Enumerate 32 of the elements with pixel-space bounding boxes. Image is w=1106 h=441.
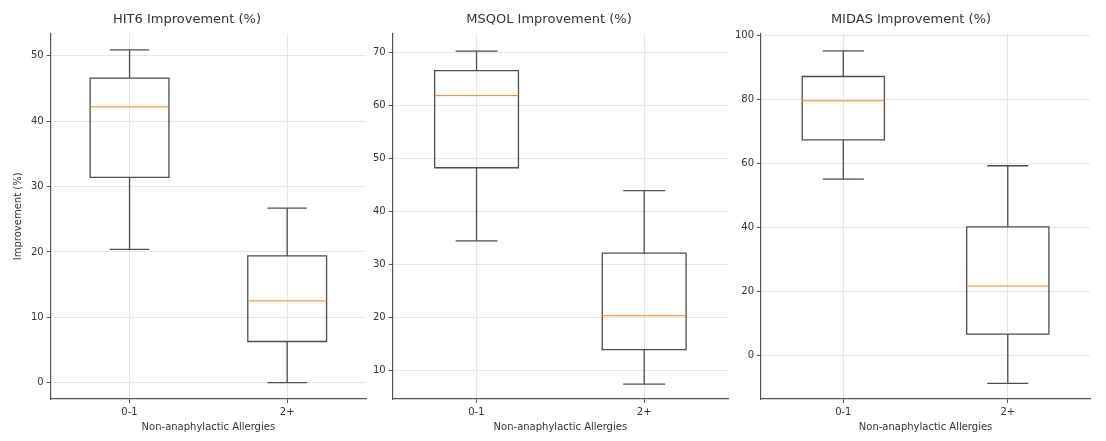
x-tick-label: 2+ <box>1000 405 1016 417</box>
x-axis-title: Non-anaphylactic Allergies <box>493 420 628 432</box>
y-tick-label: 40 <box>741 220 755 232</box>
y-tick-label: 30 <box>372 257 386 269</box>
y-tick-label: 20 <box>372 310 386 322</box>
y-tick-label: 0 <box>37 376 44 388</box>
chart-title: HIT6 Improvement (%) <box>112 11 262 27</box>
x-tick-label: 0-1 <box>835 405 852 417</box>
chart-title: MIDAS Improvement (%) <box>830 11 992 27</box>
x-axis-title: Non-anaphylactic Allergies <box>858 420 993 432</box>
y-tick-label: 20 <box>741 284 755 296</box>
y-tick-label: 30 <box>30 180 44 192</box>
y-tick-label: 60 <box>372 98 386 110</box>
y-tick-label: 20 <box>30 245 44 257</box>
x-tick-label: 0-1 <box>121 405 138 417</box>
x-tick-label: 2+ <box>279 405 295 417</box>
y-tick-label: 0 <box>747 348 755 360</box>
y-tick-label: 40 <box>30 114 44 126</box>
y-tick-label: 10 <box>30 310 44 322</box>
x-tick-label: 0-1 <box>468 405 485 417</box>
y-tick-label: 100 <box>734 28 755 40</box>
chart-title: MSQOL Improvement (%) <box>466 11 632 27</box>
y-tick-label: 70 <box>372 45 386 57</box>
y-tick-label: 80 <box>741 92 755 104</box>
y-tick-label: 10 <box>372 363 386 375</box>
y-tick-label: 50 <box>30 49 44 61</box>
y-tick-label: 50 <box>372 151 386 163</box>
y-axis-title: Improvement (%) <box>11 172 23 261</box>
x-axis-title: Non-anaphylactic Allergies <box>141 420 276 432</box>
y-tick-label: 40 <box>372 204 386 216</box>
x-tick-label: 2+ <box>636 405 652 417</box>
y-tick-label: 60 <box>741 156 755 168</box>
